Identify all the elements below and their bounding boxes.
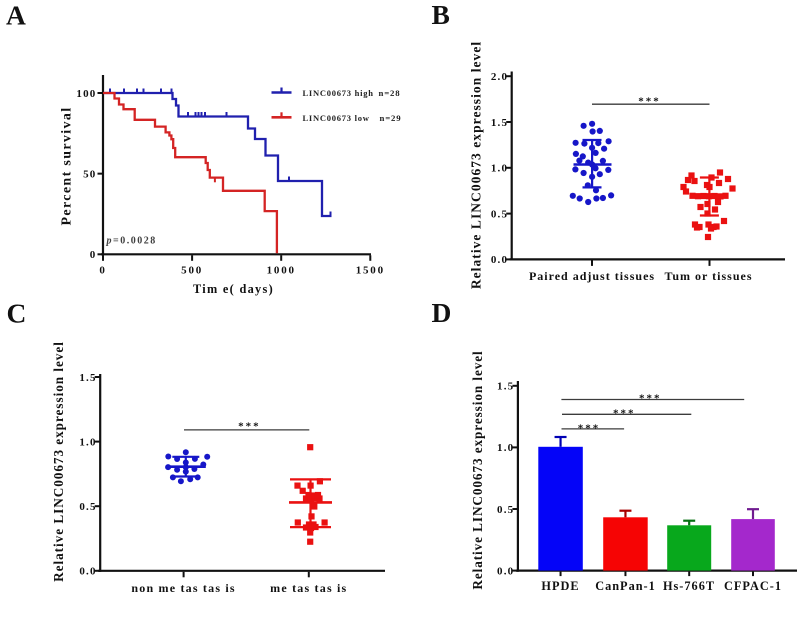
svg-text:Tim e( days): Tim e( days)	[193, 282, 274, 296]
svg-text:C: C	[7, 297, 27, 328]
svg-text:1500: 1500	[356, 264, 385, 276]
svg-text:1.5: 1.5	[491, 117, 508, 129]
svg-text:0.5: 0.5	[79, 501, 96, 513]
svg-text:n=29: n=29	[380, 113, 402, 123]
svg-text:Relative LINC00673 expression: Relative LINC00673 expression level	[469, 41, 484, 289]
svg-text:D: D	[432, 297, 452, 328]
svg-text:Percent survival: Percent survival	[60, 107, 75, 226]
svg-text:1.5: 1.5	[497, 381, 514, 393]
svg-text:0.0: 0.0	[79, 566, 96, 578]
svg-text:1.0: 1.0	[491, 163, 508, 175]
svg-text:2.0: 2.0	[491, 71, 508, 83]
svg-text:Relative LINC00673 expression: Relative LINC00673 expression level	[470, 350, 485, 589]
svg-text:me tas tas is: me tas tas is	[270, 581, 347, 595]
svg-text:p=0.0028: p=0.0028	[106, 236, 157, 247]
svg-text:Hs-766T: Hs-766T	[663, 579, 715, 593]
svg-text:0.5: 0.5	[497, 504, 514, 516]
svg-text:100: 100	[76, 88, 96, 100]
svg-text:0.0: 0.0	[497, 565, 514, 577]
svg-text:HPDE: HPDE	[541, 579, 579, 593]
svg-text:***: ***	[238, 420, 261, 432]
svg-text:Tum or tissues: Tum or tissues	[664, 269, 752, 283]
svg-text:B: B	[432, 0, 450, 30]
svg-text:0.5: 0.5	[491, 208, 508, 220]
svg-text:non me tas tas is: non me tas tas is	[131, 581, 235, 595]
svg-text:1000: 1000	[267, 264, 296, 276]
svg-text:CanPan-1: CanPan-1	[595, 579, 656, 593]
svg-text:LINC00673 high: LINC00673 high	[303, 88, 374, 98]
svg-text:LINC00673 low: LINC00673 low	[303, 113, 370, 123]
svg-text:***: ***	[578, 423, 601, 435]
svg-text:1.5: 1.5	[79, 372, 96, 384]
svg-text:n=28: n=28	[379, 88, 401, 98]
svg-text:Paired adjust tissues: Paired adjust tissues	[529, 269, 655, 283]
svg-text:***: ***	[638, 95, 661, 107]
svg-text:A: A	[6, 0, 26, 31]
svg-text:1.0: 1.0	[497, 442, 514, 454]
svg-text:1.0: 1.0	[79, 436, 96, 448]
svg-text:***: ***	[639, 393, 662, 405]
svg-text:CFPAC-1: CFPAC-1	[724, 579, 782, 593]
svg-text:Relative LINC00673 expression: Relative LINC00673 expression level	[51, 341, 66, 582]
svg-text:500: 500	[181, 264, 203, 276]
svg-text:0.0: 0.0	[491, 254, 508, 266]
svg-text:***: ***	[613, 407, 636, 419]
svg-text:0: 0	[90, 249, 97, 261]
svg-text:50: 50	[83, 168, 96, 180]
svg-text:0: 0	[99, 264, 106, 276]
